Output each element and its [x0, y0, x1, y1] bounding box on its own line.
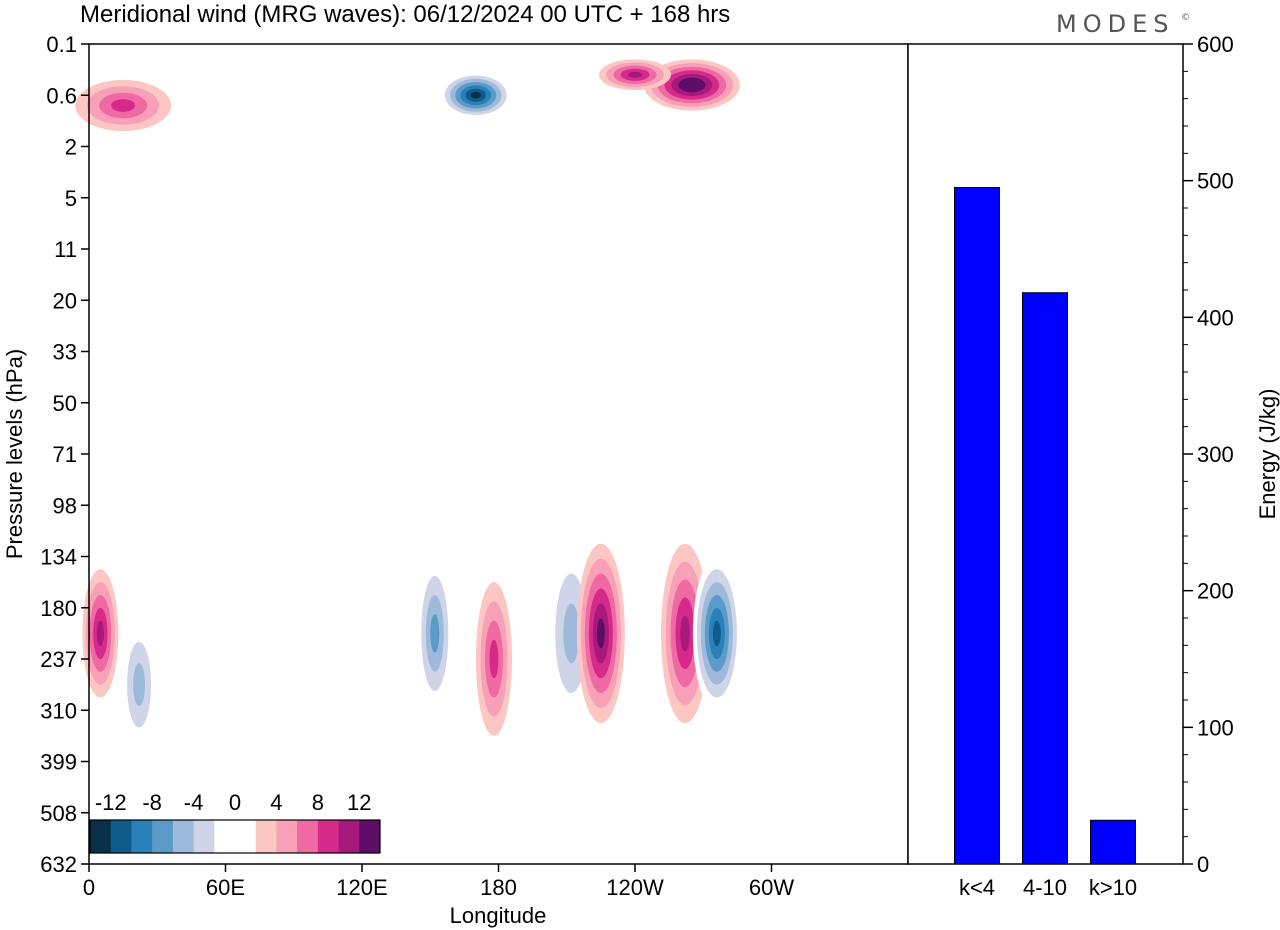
colorbar-tick-label: 12 — [347, 790, 371, 815]
energy-tick-label: 600 — [1197, 32, 1234, 57]
y-tick-label: 0.1 — [46, 32, 77, 57]
colorbar-swatch — [152, 820, 174, 853]
y-tick-label: 2 — [65, 135, 77, 160]
y-tick-label: 508 — [40, 801, 77, 826]
y-tick-label: 98 — [53, 493, 77, 518]
colorbar-swatch — [276, 820, 298, 853]
y-tick-label: 11 — [54, 237, 77, 262]
colorbar-swatch — [214, 820, 236, 853]
longitude-axis: 0 60E 120E 180 120W 60W — [83, 864, 794, 900]
wind-contour — [430, 614, 440, 653]
y-tick-label: 50 — [53, 391, 77, 416]
y-axis-label: Pressure levels (hPa) — [2, 349, 27, 559]
y-tick-label: 310 — [40, 698, 77, 723]
x-tick-label: 60W — [749, 875, 794, 900]
energy-tick-label: 500 — [1197, 169, 1234, 194]
y-tick-label: 180 — [40, 596, 77, 621]
energy-bar — [954, 187, 1000, 865]
energy-axis-label: Energy (J/kg) — [1255, 389, 1280, 520]
colorbar-swatch — [359, 820, 381, 853]
energy-tick-label: 0 — [1197, 852, 1209, 877]
chart-title: Meridional wind (MRG waves): 06/12/2024 … — [80, 1, 730, 28]
colorbar-tick-label: -12 — [95, 790, 127, 815]
energy-tick-label: 300 — [1197, 442, 1234, 467]
colorbar-tick-label: 8 — [312, 790, 324, 815]
y-tick-label: 237 — [40, 647, 77, 672]
y-tick-label: 5 — [65, 186, 77, 211]
colorbar-frame — [89, 819, 381, 854]
bar-category-label: k>10 — [1089, 875, 1137, 900]
colorbar-tick-label: 0 — [229, 790, 241, 815]
colorbar-swatch — [172, 820, 195, 853]
y-tick-label: 632 — [40, 852, 77, 877]
energy-tick-label: 100 — [1197, 715, 1234, 740]
colorbar-swatch — [235, 820, 257, 853]
wind-contour — [712, 620, 721, 647]
energy-tick-label: 400 — [1197, 305, 1234, 330]
wind-heatmap — [75, 43, 909, 865]
colorbar-tick-label: 4 — [270, 790, 282, 815]
colorbar-swatch — [90, 820, 112, 853]
x-tick-label: 120E — [336, 875, 387, 900]
x-tick-label: 180 — [480, 875, 517, 900]
energy-bar — [1022, 292, 1068, 865]
pressure-axis: 0.1 0.6 2 5 11 20 33 50 71 98 134 180 237 310 399 508 63… — [40, 32, 89, 877]
y-tick-label: 134 — [40, 545, 77, 570]
wind-contour — [596, 618, 605, 649]
wind-contour — [111, 99, 136, 112]
heatmap-contours — [75, 59, 741, 749]
heatmap-background — [89, 44, 908, 864]
colorbar-swatch — [255, 820, 277, 853]
wind-contour — [489, 639, 499, 679]
wind-contour — [627, 71, 643, 78]
colorbar-swatch — [131, 820, 153, 853]
energy-bar-chart: k<4 4-10 k>10 — [907, 43, 1184, 900]
bar-category-label: 4-10 — [1023, 875, 1067, 900]
wind-contour — [563, 603, 580, 664]
colorbar-swatch — [317, 820, 340, 853]
x-tick-label: 60E — [206, 875, 245, 900]
wind-contour — [133, 663, 146, 706]
y-tick-label: 399 — [40, 750, 77, 775]
colorbar-swatch — [297, 820, 319, 853]
x-axis-label: Longitude — [450, 903, 547, 928]
wind-contour — [470, 91, 481, 99]
energy-tick-label: 200 — [1197, 579, 1234, 604]
energy-axis: 0 100 200 300 400 500 600 — [1183, 32, 1234, 877]
modes-logo: MODES © — [1056, 10, 1190, 38]
wind-contour — [685, 81, 699, 89]
colorbar-tick-label: -8 — [142, 790, 162, 815]
colorbar-swatch — [193, 820, 215, 853]
energy-bar — [1090, 819, 1136, 865]
colorbar-swatch — [338, 820, 360, 853]
y-tick-label: 71 — [53, 442, 77, 467]
logo-text: MODES — [1056, 10, 1174, 38]
x-tick-label: 0 — [83, 875, 95, 900]
y-tick-label: 20 — [53, 288, 77, 313]
colorbar-swatch — [110, 820, 132, 853]
y-tick-label: 0.6 — [46, 83, 77, 108]
wind-contour — [96, 620, 104, 647]
colorbar: -12 -8 -4 0 4 8 12 — [89, 790, 381, 854]
wind-contour — [680, 615, 690, 652]
x-tick-label: 120W — [606, 875, 664, 900]
logo-mark: © — [1181, 13, 1190, 23]
colorbar-tick-label: -4 — [184, 790, 204, 815]
bar-category-label: k<4 — [959, 875, 995, 900]
y-tick-label: 33 — [53, 340, 77, 365]
